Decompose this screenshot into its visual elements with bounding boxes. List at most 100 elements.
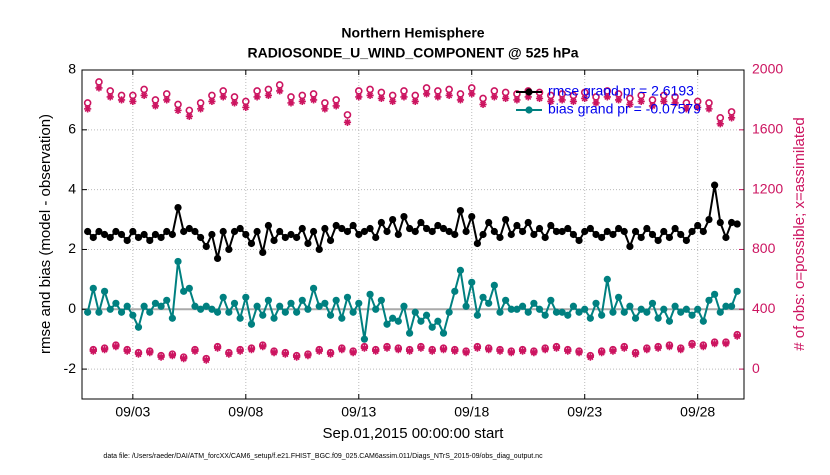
point [213,308,222,316]
legend-item: bias grand pr = -0.07579 [516,101,701,117]
point [711,340,719,348]
point [575,349,583,357]
point [631,350,640,358]
point [502,94,510,103]
point [309,284,318,292]
point [456,96,465,104]
point [682,105,690,113]
point [338,314,346,322]
point [151,102,160,110]
point [89,347,97,355]
point [213,254,222,263]
x-tick-label: 09/18 [454,404,489,420]
point [535,224,544,233]
point [507,349,515,357]
point [202,242,210,251]
point [518,347,527,355]
point [569,97,578,106]
point [643,346,651,354]
point [411,227,419,236]
point [722,302,730,310]
legend-item: rmse grand pr = 2.6193 [516,83,694,99]
point [163,227,171,236]
point [439,224,448,233]
point [287,299,295,307]
point [242,293,250,301]
point [581,94,589,103]
point [643,308,651,316]
point [422,90,431,98]
point [315,302,323,310]
point [575,308,583,316]
point [270,236,278,245]
point [332,296,340,304]
point [377,296,385,304]
footnote: data file: /Users/raeder/DAI/ATM_forcXX/… [103,453,543,460]
point [372,305,380,313]
point [276,87,284,95]
y2-axis-label: # of obs: o=possible; x=assimilated [791,117,808,350]
point [513,305,521,313]
point [123,236,131,245]
point [688,227,696,236]
point [558,96,566,104]
point [564,224,572,233]
point [225,308,233,316]
point [134,233,143,242]
point [541,346,549,354]
point [377,218,385,227]
point [349,221,357,230]
point [281,350,289,358]
y-tick-label: -2 [64,360,77,376]
point [456,266,465,274]
point [462,302,470,310]
point [383,320,391,328]
point [281,233,289,242]
point [677,230,685,239]
y-tick-label: 2 [68,240,76,256]
point [615,96,623,104]
point [117,308,126,316]
point [586,224,594,233]
point [304,239,312,248]
point [699,227,707,236]
point [665,233,674,242]
point [112,299,120,307]
point [112,343,120,351]
point [507,305,515,313]
point [727,302,736,310]
point [716,308,724,316]
point [174,257,182,266]
point [626,302,634,310]
point [208,97,216,106]
point [191,347,199,355]
chart-title: Northern Hemisphere [341,25,484,41]
point [360,227,369,236]
point [253,227,261,236]
point [620,344,628,352]
point [490,227,498,236]
point [247,320,256,328]
point [552,344,561,352]
y2-tick-label: 800 [752,240,776,256]
y-tick-label: 6 [68,121,76,137]
point [502,215,510,224]
point [705,105,713,113]
point [225,350,233,358]
point [343,293,352,301]
point [564,311,572,319]
point [168,314,176,322]
point [394,346,402,354]
point [727,218,736,227]
point [202,356,210,364]
point [321,224,329,233]
point [332,221,340,230]
point [592,99,600,107]
point [417,218,425,227]
point [733,287,741,295]
point [338,224,346,233]
point [513,221,521,230]
point [603,227,611,236]
point [264,91,272,100]
